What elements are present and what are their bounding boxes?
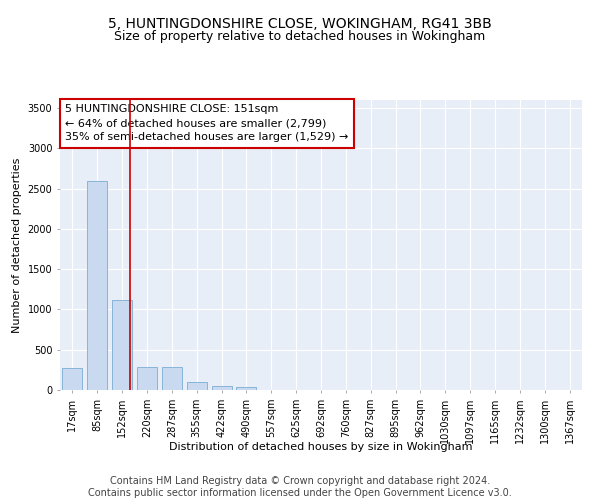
Text: 5, HUNTINGDONSHIRE CLOSE, WOKINGHAM, RG41 3BB: 5, HUNTINGDONSHIRE CLOSE, WOKINGHAM, RG4… (108, 18, 492, 32)
Bar (212, 386, 232, 390)
Bar (88, 180, 107, 390)
Bar (137, 367, 157, 390)
Text: 5 HUNTINGDONSHIRE CLOSE: 151sqm
← 64% of detached houses are smaller (2,799)
35%: 5 HUNTINGDONSHIRE CLOSE: 151sqm ← 64% of… (65, 104, 349, 142)
Bar (187, 382, 206, 390)
Text: Size of property relative to detached houses in Wokingham: Size of property relative to detached ho… (115, 30, 485, 43)
Text: Distribution of detached houses by size in Wokingham: Distribution of detached houses by size … (169, 442, 473, 452)
Bar (236, 387, 256, 390)
Bar (62, 368, 82, 390)
Text: Contains HM Land Registry data © Crown copyright and database right 2024.
Contai: Contains HM Land Registry data © Crown c… (88, 476, 512, 498)
Bar (162, 367, 182, 390)
Bar (112, 300, 132, 390)
Y-axis label: Number of detached properties: Number of detached properties (12, 158, 22, 332)
